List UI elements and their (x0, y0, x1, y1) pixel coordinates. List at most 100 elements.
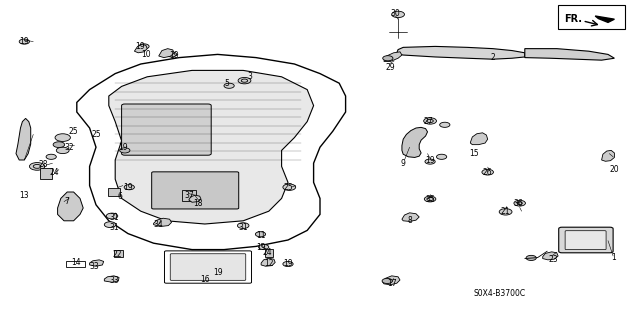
Text: 19: 19 (169, 51, 179, 60)
Circle shape (499, 209, 512, 215)
Text: 25: 25 (68, 127, 79, 136)
Text: 16: 16 (200, 275, 210, 284)
Circle shape (514, 200, 525, 206)
Text: 23: 23 (548, 255, 559, 264)
Text: 19: 19 (212, 268, 223, 277)
Circle shape (120, 148, 130, 153)
Circle shape (166, 52, 177, 57)
Circle shape (425, 159, 435, 164)
Polygon shape (261, 258, 275, 266)
Text: 12: 12 (264, 260, 273, 268)
Text: 37: 37 (184, 191, 194, 200)
Text: 17: 17 (387, 279, 397, 288)
Text: 10: 10 (141, 50, 151, 59)
FancyBboxPatch shape (170, 254, 246, 280)
Text: 31: 31 (109, 223, 119, 232)
Circle shape (424, 118, 436, 124)
Circle shape (19, 39, 29, 44)
Bar (40, 168, 52, 179)
Bar (265, 250, 273, 257)
Circle shape (482, 169, 493, 175)
Polygon shape (104, 276, 119, 282)
Text: 30: 30 (390, 9, 401, 18)
Circle shape (526, 255, 536, 260)
Circle shape (55, 134, 70, 141)
Circle shape (383, 56, 393, 61)
Text: 19: 19 (19, 37, 29, 46)
Circle shape (224, 83, 234, 88)
Circle shape (124, 185, 134, 190)
Text: 2: 2 (490, 53, 495, 62)
Polygon shape (543, 252, 558, 260)
Polygon shape (154, 218, 172, 227)
Text: 14: 14 (70, 258, 81, 267)
Circle shape (104, 222, 116, 228)
Text: 36: 36 (513, 199, 524, 208)
Circle shape (440, 122, 450, 127)
Bar (114, 250, 123, 257)
Text: 9: 9 (401, 159, 406, 168)
Circle shape (237, 223, 249, 228)
Circle shape (283, 184, 296, 190)
FancyBboxPatch shape (565, 231, 606, 250)
Circle shape (424, 196, 436, 202)
Text: 13: 13 (19, 191, 29, 200)
Circle shape (238, 77, 251, 84)
Polygon shape (159, 49, 174, 58)
Text: 19: 19 (123, 183, 133, 192)
Text: S0X4-B3700C: S0X4-B3700C (473, 289, 525, 298)
Circle shape (436, 154, 447, 159)
Polygon shape (384, 52, 402, 61)
Polygon shape (525, 49, 614, 60)
Circle shape (382, 278, 392, 284)
Text: 33: 33 (90, 262, 100, 271)
Text: 15: 15 (468, 149, 479, 158)
Circle shape (53, 142, 65, 148)
Circle shape (259, 244, 269, 250)
Text: 21: 21 (501, 207, 510, 216)
Text: 27: 27 (424, 117, 434, 126)
Circle shape (283, 261, 293, 267)
Polygon shape (470, 133, 488, 145)
Text: 19: 19 (256, 243, 266, 252)
Text: 19: 19 (134, 42, 145, 51)
Text: 32: 32 (64, 143, 74, 152)
Text: FR.: FR. (564, 14, 582, 24)
Text: 35: 35 (425, 195, 435, 204)
Polygon shape (58, 192, 83, 221)
Circle shape (46, 154, 56, 159)
Text: 11: 11 (257, 231, 266, 240)
Text: 5: 5 (225, 79, 230, 88)
Text: 26: 26 (483, 168, 493, 177)
Polygon shape (397, 46, 525, 59)
Text: 25: 25 (91, 130, 101, 139)
Text: 29: 29 (385, 63, 396, 72)
Text: 6: 6 (118, 192, 123, 201)
Text: 18: 18 (194, 199, 203, 208)
Circle shape (255, 232, 266, 237)
Text: 25: 25 (283, 183, 293, 192)
Polygon shape (90, 260, 104, 266)
Text: 34: 34 (154, 220, 164, 229)
FancyBboxPatch shape (152, 172, 239, 209)
Circle shape (139, 44, 149, 49)
Text: 28: 28 (39, 160, 48, 169)
Bar (182, 190, 196, 202)
Circle shape (212, 270, 223, 275)
Bar (66, 261, 85, 267)
Text: 1: 1 (611, 253, 616, 262)
Circle shape (392, 11, 404, 18)
Polygon shape (402, 213, 419, 221)
Text: 19: 19 (283, 260, 293, 268)
Polygon shape (16, 118, 31, 160)
Text: 7: 7 (65, 197, 70, 206)
Polygon shape (383, 276, 400, 285)
Text: 19: 19 (118, 143, 128, 152)
Circle shape (29, 163, 45, 170)
Polygon shape (109, 70, 314, 224)
Text: 31: 31 (238, 223, 248, 232)
FancyBboxPatch shape (559, 227, 613, 253)
Circle shape (56, 147, 69, 154)
Bar (108, 188, 120, 196)
Circle shape (106, 213, 118, 219)
